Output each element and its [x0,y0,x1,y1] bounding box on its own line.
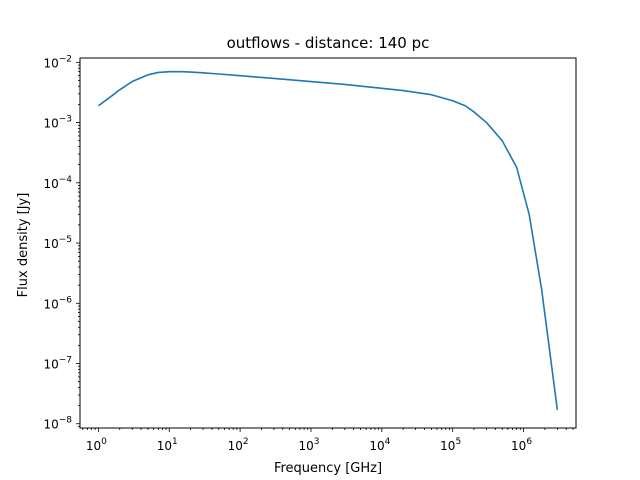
series-line [97,70,559,410]
y-tick-exponent: −8 [59,416,73,426]
y-tick-base: 10 [43,177,58,191]
x-tick-base: 10 [511,439,526,453]
y-tick-exponent: −7 [59,356,72,366]
x-tick-base: 10 [86,439,101,453]
y-tick-label: 10−5 [43,235,72,251]
x-tick-label: 100 [86,437,107,453]
x-tick-label: 105 [440,437,461,453]
x-tick-exponent: 1 [172,437,178,447]
x-tick-exponent: 4 [385,437,391,447]
x-axis-ticks: 100 101 102 103 104 105 106 [82,428,574,453]
y-tick-label: 10−6 [43,295,72,311]
x-tick-base: 10 [157,439,172,453]
y-tick-exponent: −3 [59,115,72,125]
plot-frame [79,57,577,429]
x-tick-base: 10 [298,439,313,453]
y-axis-ticks: 10−810−710−610−510−410−310−2 [43,54,80,432]
y-tick-base: 10 [43,297,58,311]
y-tick-exponent: −4 [59,175,73,185]
x-tick-label: 102 [228,437,249,453]
x-tick-label: 103 [298,437,319,453]
x-tick-base: 10 [369,439,384,453]
x-tick-label: 106 [511,437,532,453]
y-axis-label: Flux density [Jy] [16,193,31,298]
y-tick-base: 10 [43,418,58,432]
y-tick-base: 10 [43,237,58,251]
x-tick-base: 10 [440,439,455,453]
y-tick-base: 10 [43,56,58,70]
y-tick-base: 10 [43,358,58,372]
x-tick-exponent: 6 [526,437,532,447]
y-tick-label: 10−3 [43,115,72,131]
x-tick-exponent: 3 [314,437,320,447]
y-tick-label: 10−8 [43,416,72,432]
y-tick-label: 10−4 [43,175,72,191]
x-tick-exponent: 0 [101,437,107,447]
y-tick-exponent: −2 [59,54,72,64]
x-tick-base: 10 [228,439,243,453]
chart-title: outflows - distance: 140 pc [227,34,430,52]
y-tick-exponent: −6 [59,295,73,305]
x-axis-label: Frequency [GHz] [274,461,382,476]
y-tick-exponent: −5 [59,235,72,245]
y-tick-base: 10 [43,117,58,131]
x-tick-exponent: 2 [243,437,249,447]
x-tick-exponent: 5 [455,437,461,447]
x-tick-label: 101 [157,437,178,453]
y-tick-label: 10−2 [43,54,72,70]
x-tick-label: 104 [369,437,390,453]
y-tick-label: 10−7 [43,356,72,372]
